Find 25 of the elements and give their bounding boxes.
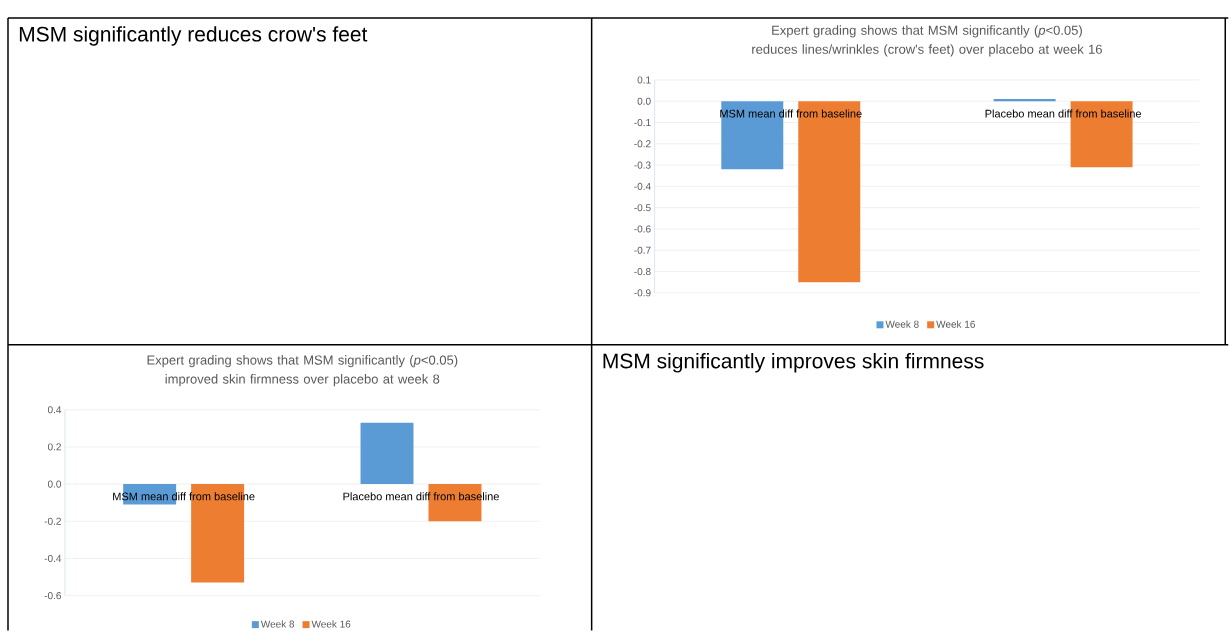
legend-label: Week 8 [885, 320, 919, 328]
y-tick-label: 0.0 [47, 480, 62, 488]
y-tick-label: -0.4 [634, 182, 651, 190]
y-tick-label: -0.7 [634, 246, 651, 254]
chart-title: Expert grading shows that MSM significantly (p<0.05) reduces lines/wrinkles (crow's feet) over placebo at week 16 [752, 25, 1102, 57]
y-tick-label: 0.2 [47, 443, 61, 451]
y-tick-label: 0.0 [637, 97, 651, 105]
y-tick-label: -0.1 [634, 118, 651, 127]
y-tick-label: -0.2 [44, 517, 61, 525]
y-tick-label: -0.5 [634, 204, 651, 212]
y-tick-label: -0.2 [634, 140, 651, 148]
y-tick-label: -0.6 [634, 225, 651, 233]
text: MSM significantly reduces crow's feet [19, 26, 368, 46]
y-tick-label: -0.9 [634, 289, 651, 297]
chart-title: Expert grading shows that MSM significantly (p<0.05) improved skin firmness over placebo at week 8 [147, 355, 458, 387]
y-tick-label: 0.4 [47, 406, 62, 414]
y-tick-label: -0.4 [44, 554, 62, 562]
y-tick-label: -0.3 [634, 161, 651, 169]
text: MSM significantly improves skin firmness [603, 352, 984, 373]
y-tick-label: 0.1 [637, 76, 651, 84]
legend-label: Week 16 [311, 620, 351, 628]
legend-label: Week 16 [936, 320, 975, 328]
y-tick-label: -0.8 [634, 267, 651, 276]
y-tick-label: -0.6 [44, 592, 61, 600]
legend-label: Week 8 [260, 620, 295, 628]
